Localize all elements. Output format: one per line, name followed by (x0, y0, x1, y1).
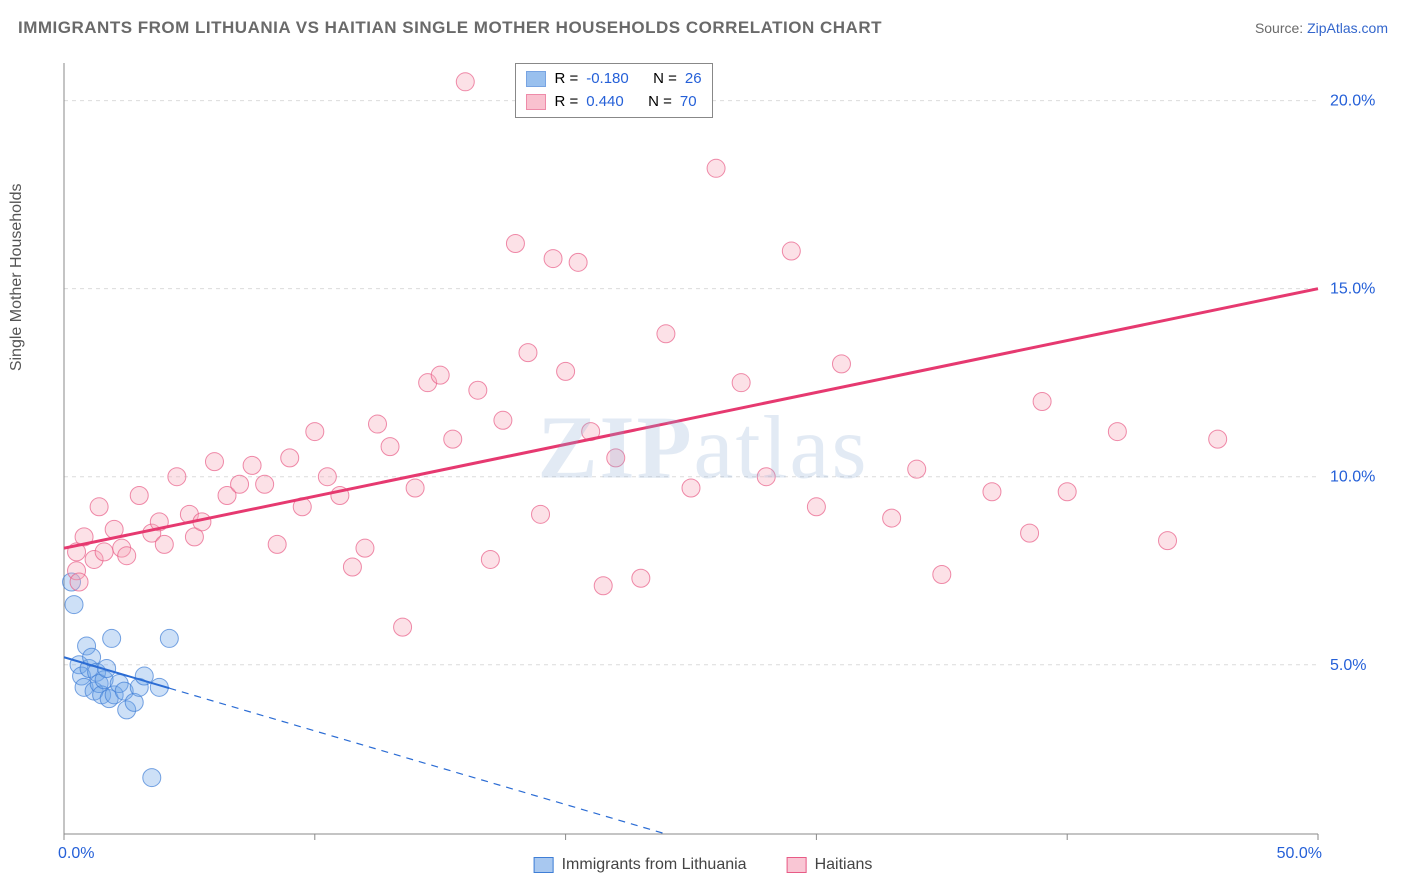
series-legend: Immigrants from Lithuania Haitians (534, 856, 873, 874)
source-link[interactable]: ZipAtlas.com (1307, 20, 1388, 36)
chart-title: IMMIGRANTS FROM LITHUANIA VS HAITIAN SIN… (18, 18, 882, 38)
svg-text:0.0%: 0.0% (58, 845, 94, 862)
legend-series-item: Immigrants from Lithuania (534, 856, 747, 874)
svg-text:15.0%: 15.0% (1330, 281, 1375, 298)
svg-text:20.0%: 20.0% (1330, 93, 1375, 110)
scatter-plot: 5.0% 10.0% 15.0% 20.0% 0.0% 50.0% (18, 55, 1388, 874)
legend-series-item: Haitians (787, 856, 873, 874)
correlation-legend: R = -0.180 N = 26 R = 0.440 N = 70 (515, 63, 712, 118)
legend-stat-row: R = -0.180 N = 26 (526, 68, 701, 91)
svg-text:5.0%: 5.0% (1330, 657, 1366, 674)
svg-text:10.0%: 10.0% (1330, 469, 1375, 486)
legend-stat-row: R = 0.440 N = 70 (526, 91, 701, 114)
svg-text:50.0%: 50.0% (1277, 845, 1322, 862)
source-attribution: Source: ZipAtlas.com (1255, 20, 1388, 36)
source-prefix: Source: (1255, 20, 1303, 36)
y-axis-label: Single Mother Households (8, 183, 26, 371)
